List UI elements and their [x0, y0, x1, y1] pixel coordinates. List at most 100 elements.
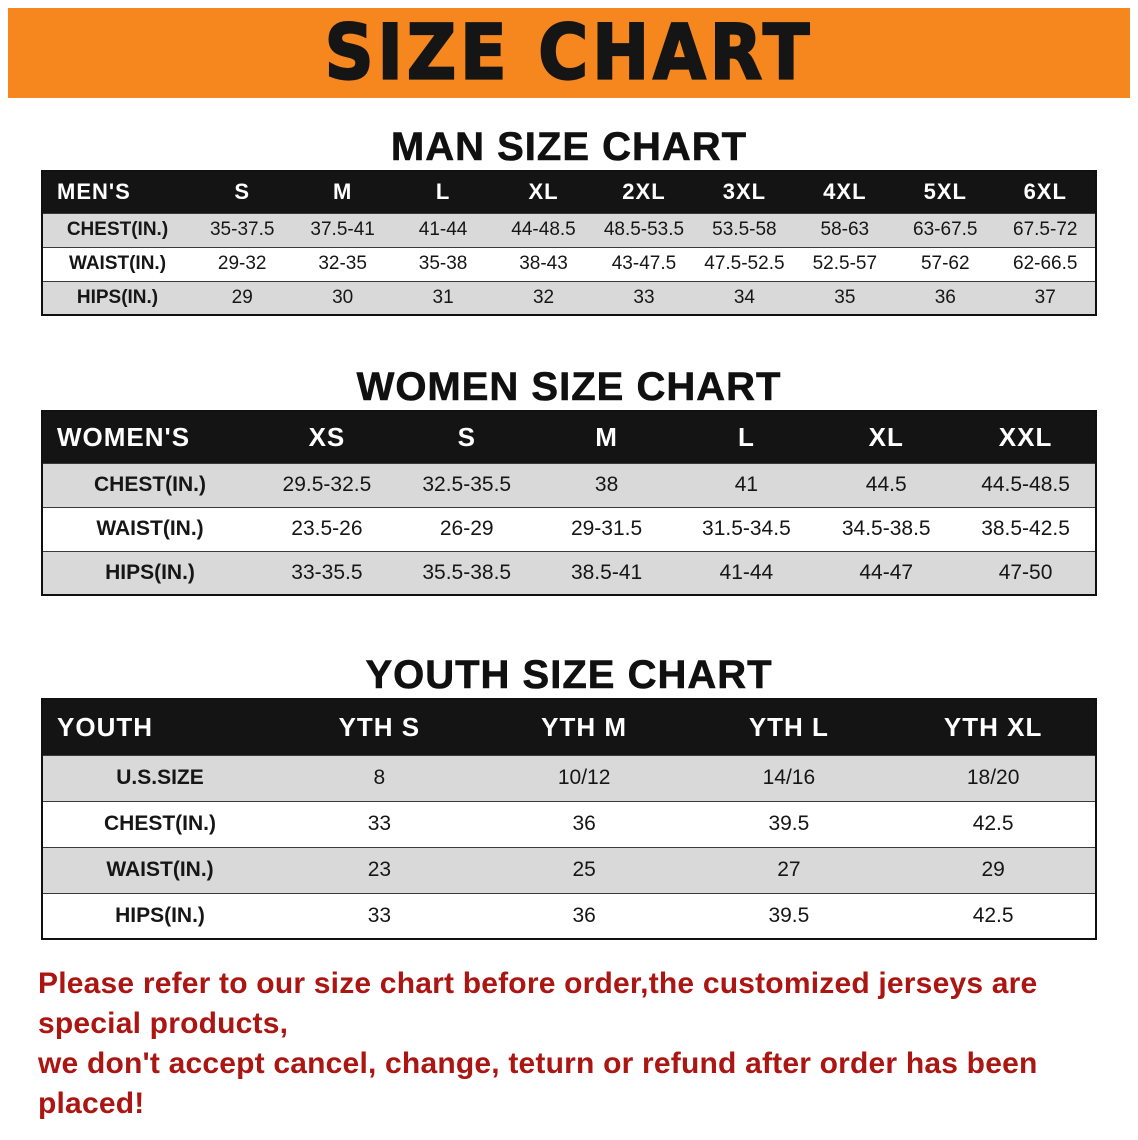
size-value: 33: [593, 280, 695, 315]
size-value: 34.5-38.5: [816, 506, 957, 551]
size-value: 25: [481, 846, 687, 893]
size-column-header: S: [234, 179, 251, 205]
size-value: 53.5-58: [694, 212, 795, 247]
size-value: 41-44: [392, 212, 494, 247]
size-value: 30: [292, 280, 393, 315]
size-value: 44.5-48.5: [956, 462, 1096, 507]
size-column-header: 4XL: [823, 179, 867, 205]
size-value: 18/20: [891, 754, 1096, 801]
size-value: 10/12: [481, 754, 687, 801]
size-column-header: XL: [868, 421, 904, 452]
size-value: 38.5-42.5: [956, 506, 1096, 551]
size-chart-banner: SIZE CHART: [8, 8, 1130, 98]
footer-line-1: Please refer to our size chart before or…: [38, 967, 1038, 1040]
size-value: 48.5-53.5: [593, 212, 695, 247]
size-value: 42.5: [891, 892, 1096, 939]
size-value: 35-38: [392, 246, 494, 281]
size-column-header: L: [435, 179, 451, 205]
size-value: 37.5-41: [292, 212, 393, 247]
size-value: 33-35.5: [257, 550, 397, 595]
table-row: U.S.SIZE 8 10/12 14/16 18/20: [42, 754, 1096, 801]
table-row: CHEST(IN.) 35-37.5 37.5-41 41-44 44-48.5 48.5…: [42, 212, 1096, 247]
table-corner-label: MEN'S: [57, 179, 131, 205]
size-value: 38-43: [493, 246, 594, 281]
size-value: 14/16: [686, 754, 892, 801]
row-label: WAIST(IN.): [42, 246, 192, 281]
table-corner-label: WOMEN'S: [57, 421, 191, 452]
row-label: HIPS(IN.): [42, 550, 257, 595]
row-label: CHEST(IN.): [42, 462, 257, 507]
size-value: 32-35: [292, 246, 393, 281]
table-corner-label: YOUTH: [57, 711, 153, 742]
size-column-header: XS: [308, 421, 346, 452]
size-value: 52.5-57: [794, 246, 896, 281]
size-value: 43-47.5: [593, 246, 695, 281]
size-value: 36: [895, 280, 996, 315]
size-value: 57-62: [895, 246, 996, 281]
size-column-header: M: [595, 421, 618, 452]
size-value: 67.5-72: [995, 212, 1096, 247]
size-column-header: XXL: [998, 421, 1053, 452]
size-value: 35: [794, 280, 896, 315]
size-value: 33: [277, 892, 482, 939]
footer-note: Please refer to our size chart before or…: [38, 964, 1118, 1124]
size-value: 62-66.5: [995, 246, 1096, 281]
size-value: 29-31.5: [536, 506, 677, 551]
size-value: 36: [481, 800, 687, 847]
table-row: WAIST(IN.) 29-32 32-35 35-38 38-43 43-47.5 47.…: [42, 246, 1096, 281]
size-value: 23.5-26: [257, 506, 397, 551]
size-value: 63-67.5: [895, 212, 996, 247]
size-value: 31.5-34.5: [676, 506, 817, 551]
size-value: 38.5-41: [536, 550, 677, 595]
table-header-row: YOUTH YTH S YTH M YTH L YTH XL: [42, 699, 1096, 755]
size-value: 29: [891, 846, 1096, 893]
size-value: 29: [192, 280, 293, 315]
size-value: 44.5: [816, 462, 957, 507]
size-value: 33: [277, 800, 482, 847]
women-section-heading: WOMEN SIZE CHART: [356, 365, 782, 410]
size-value: 41: [676, 462, 817, 507]
row-label: HIPS(IN.): [42, 892, 277, 939]
size-column-header: YTH M: [541, 711, 628, 742]
youth-section-heading: YOUTH SIZE CHART: [365, 653, 773, 698]
size-value: 23: [277, 846, 482, 893]
size-value: 32.5-35.5: [396, 462, 537, 507]
size-column-header: 2XL: [622, 179, 666, 205]
size-value: 34: [694, 280, 795, 315]
size-value: 44-47: [816, 550, 957, 595]
size-value: 47.5-52.5: [694, 246, 795, 281]
size-value: 58-63: [794, 212, 896, 247]
size-value: 44-48.5: [493, 212, 594, 247]
size-value: 32: [493, 280, 594, 315]
size-column-header: M: [332, 179, 353, 205]
row-label: U.S.SIZE: [42, 754, 277, 801]
size-value: 29.5-32.5: [257, 462, 397, 507]
men-section-heading: MAN SIZE CHART: [390, 125, 748, 170]
size-value: 42.5: [891, 800, 1096, 847]
size-value: 35-37.5: [192, 212, 293, 247]
size-column-header: YTH XL: [943, 711, 1043, 742]
banner-title: SIZE CHART: [324, 8, 814, 99]
size-value: 39.5: [686, 800, 892, 847]
size-column-header: 3XL: [722, 179, 767, 205]
size-column-header: YTH S: [338, 711, 421, 742]
size-value: 36: [481, 892, 687, 939]
table-row: HIPS(IN.) 33 36 39.5 42.5: [42, 892, 1096, 939]
row-label: HIPS(IN.): [42, 280, 192, 315]
size-column-header: 5XL: [923, 179, 967, 205]
size-value: 38: [536, 462, 677, 507]
size-value: 37: [995, 280, 1096, 315]
footer-line-2: we don't accept cancel, change, teturn o…: [38, 1047, 1038, 1120]
size-column-header: XL: [528, 179, 559, 205]
size-value: 29-32: [192, 246, 293, 281]
size-value: 35.5-38.5: [396, 550, 537, 595]
table-row: HIPS(IN.) 33-35.5 35.5-38.5 38.5-41 41-44 44-…: [42, 550, 1096, 595]
size-column-header: L: [737, 421, 755, 452]
table-row: HIPS(IN.) 29 30 31 32 33 34 35 36 37: [42, 280, 1096, 315]
size-column-header: S: [457, 421, 476, 452]
table-header-row: WOMEN'S XS S M L XL XXL: [42, 411, 1096, 463]
table-row: WAIST(IN.) 23 25 27 29: [42, 846, 1096, 893]
size-value: 41-44: [676, 550, 817, 595]
size-value: 26-29: [396, 506, 537, 551]
size-value: 39.5: [686, 892, 892, 939]
